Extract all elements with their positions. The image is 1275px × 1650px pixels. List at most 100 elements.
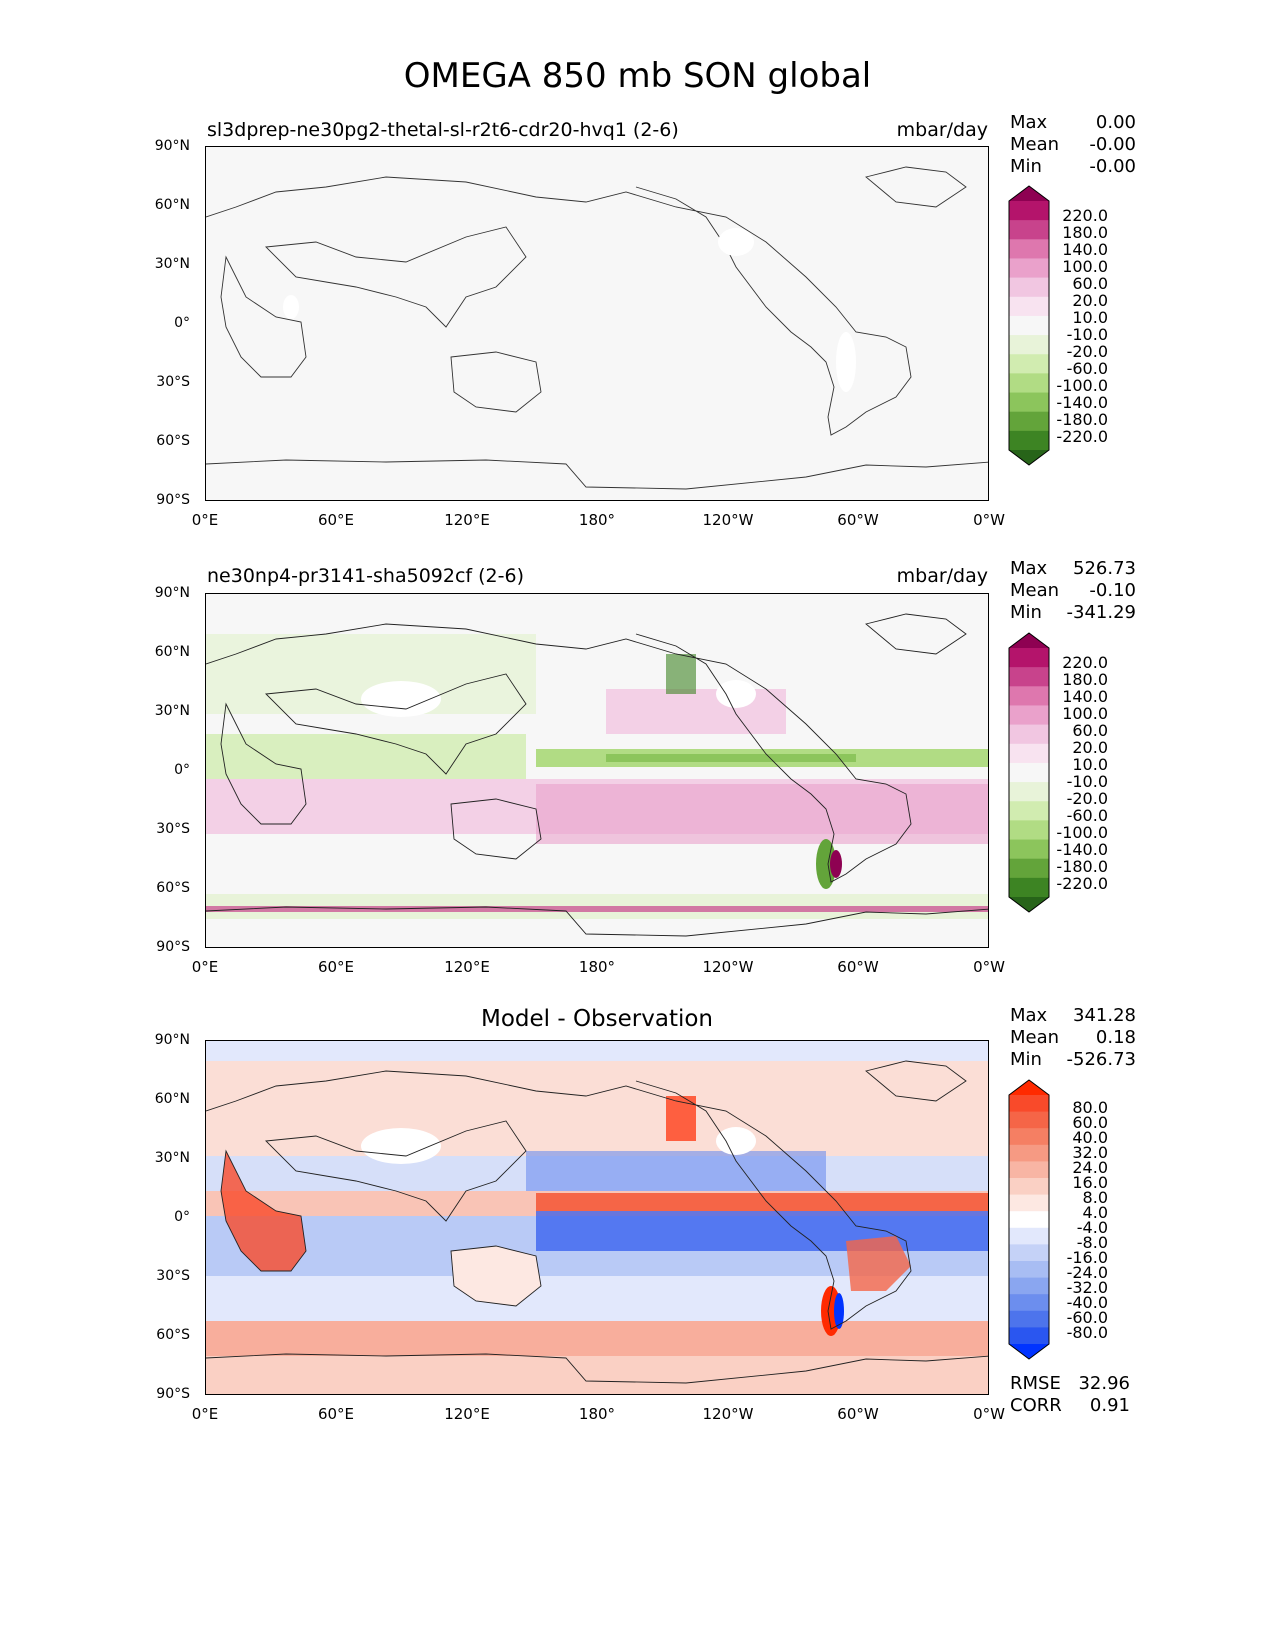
p3-xtick-60w: 60°W — [837, 1405, 879, 1423]
colorbar-segment — [1009, 335, 1049, 355]
colorbar-segment — [1009, 1261, 1049, 1279]
p3-xtick-120e: 120°E — [444, 1405, 490, 1423]
cb-label: -20.0 — [1066, 789, 1108, 808]
panel-1-map — [205, 146, 989, 501]
cb-label: 32.0 — [1072, 1143, 1108, 1162]
p1-xtick-60e: 60°E — [317, 511, 355, 529]
mean-label: Mean — [1010, 580, 1060, 601]
cb-label: 140.0 — [1062, 687, 1108, 706]
p1-ytick-30n: 30°N — [154, 256, 190, 272]
p1-ytick-60n: 60°N — [154, 197, 190, 213]
panel-2-units: mbar/day — [896, 565, 988, 587]
colorbar-segment — [1009, 373, 1049, 394]
colorbar-segment — [1009, 239, 1049, 259]
p1-xtick-0e: 0°E — [191, 511, 219, 529]
coastlines — [206, 166, 988, 490]
colorbar-segment — [1009, 1128, 1049, 1146]
cb-label: -24.0 — [1066, 1263, 1108, 1282]
panel-1-units: mbar/day — [896, 119, 988, 141]
p2-ytick-60s: 60°S — [156, 880, 190, 896]
mean-label: Mean — [1010, 134, 1060, 155]
small-blobs — [283, 228, 856, 392]
mean-value: 0.18 — [1095, 1027, 1136, 1048]
colorbar-segment — [1009, 1244, 1049, 1262]
p2-xtick-0e: 0°E — [191, 958, 219, 976]
cb-label: -10.0 — [1066, 325, 1108, 344]
max-label: Max — [1010, 112, 1048, 133]
p2-ytick-30s: 30°S — [156, 821, 190, 837]
colorbar-segment — [1009, 724, 1049, 745]
p3-ytick-90s: 90°S — [156, 1386, 190, 1402]
panel-1-stats: Max 0.00 Mean -0.00 Min -0.00 — [1010, 112, 1136, 178]
p2-ytick-60n: 60°N — [154, 644, 190, 660]
colorbar-segment — [1009, 1095, 1049, 1113]
p1-ytick-90n: 90°N — [154, 138, 190, 154]
cb-label: 60.0 — [1072, 1113, 1108, 1132]
p3-xtick-0w: 0°W — [973, 1405, 1005, 1423]
colorbar-segment — [1009, 1178, 1049, 1196]
colorbar-segment — [1009, 354, 1049, 374]
panel-2-title: ne30np4-pr3141-sha5092cf (2-6) — [207, 565, 525, 587]
cb-label: 140.0 — [1062, 240, 1108, 259]
panel-3-metrics: RMSE 32.96 CORR 0.91 — [1010, 1373, 1130, 1417]
colorbar-segment — [1009, 201, 1049, 221]
cb-label: -8.0 — [1076, 1233, 1108, 1252]
cb-label: -60.0 — [1066, 806, 1108, 825]
p1-ytick-0: 0° — [174, 315, 190, 331]
colorbar-segment — [1009, 1161, 1049, 1179]
min-label: Min — [1010, 602, 1042, 623]
colorbar-segment — [1009, 1111, 1049, 1129]
mean-value: -0.10 — [1089, 580, 1136, 601]
p3-ytick-90n: 90°N — [154, 1032, 190, 1048]
p1-ytick-90s: 90°S — [156, 492, 190, 508]
mean-label: Mean — [1010, 1027, 1060, 1048]
panel-2-colorbar-labels: 220.0 180.0 140.0 100.0 60.0 20.0 10.0 -… — [1042, 655, 1108, 892]
colorbar-segment — [1009, 315, 1049, 336]
colorbar-segment — [1009, 762, 1049, 783]
p3-xtick-60e: 60°E — [317, 1405, 355, 1423]
cb-label: 60.0 — [1072, 721, 1108, 740]
cb-label: 180.0 — [1062, 223, 1108, 242]
max-label: Max — [1010, 558, 1048, 579]
cb-label: -60.0 — [1066, 359, 1108, 378]
cb-label: 8.0 — [1082, 1188, 1108, 1207]
cb-label: 80.0 — [1072, 1098, 1108, 1117]
panel-3-colorbar-labels: 80.0 60.0 40.0 32.0 24.0 16.0 8.0 4.0 -4… — [1042, 1098, 1108, 1341]
corr-label: CORR — [1010, 1395, 1062, 1416]
panel-1-title: sl3dprep-ne30pg2-thetal-sl-r2t6-cdr20-hv… — [207, 119, 679, 141]
colorbar-segment — [1009, 1227, 1049, 1245]
cb-label: -20.0 — [1066, 342, 1108, 361]
cb-label: -140.0 — [1056, 393, 1108, 412]
colorbar-segment — [1009, 1294, 1049, 1312]
panel-1-colorbar-labels: 220.0 180.0 140.0 100.0 60.0 20.0 10.0 -… — [1042, 208, 1108, 445]
colorbar-segment — [1009, 839, 1049, 860]
max-value: 526.73 — [1073, 558, 1136, 579]
figure-title: OMEGA 850 mb SON global — [403, 56, 872, 96]
coastlines — [206, 1060, 988, 1384]
colorbar-outline — [1008, 1079, 1050, 1360]
max-value: 341.28 — [1073, 1005, 1136, 1026]
p2-ytick-90s: 90°S — [156, 939, 190, 955]
cb-label: -220.0 — [1056, 874, 1108, 893]
p1-xtick-120e: 120°E — [444, 511, 490, 529]
cb-label: 220.0 — [1062, 653, 1108, 672]
cb-label: 10.0 — [1072, 755, 1108, 774]
panel-3-map-svg — [206, 1041, 988, 1394]
corr-value: 0.91 — [1089, 1395, 1130, 1416]
cb-label: -60.0 — [1066, 1308, 1108, 1327]
p2-xtick-60e: 60°E — [317, 958, 355, 976]
cb-label: 16.0 — [1072, 1173, 1108, 1192]
colorbar-segment — [1009, 430, 1049, 451]
panel-2-stats: Max 526.73 Mean -0.10 Min -341.29 — [1010, 558, 1136, 624]
p2-xtick-120w: 120°W — [702, 958, 754, 976]
colorbar-segment — [1009, 277, 1049, 298]
panel-3-map — [205, 1040, 989, 1395]
cb-label: 220.0 — [1062, 206, 1108, 225]
min-value: -0.00 — [1089, 156, 1136, 177]
p2-xtick-120e: 120°E — [444, 958, 490, 976]
colorbar-segment — [1009, 392, 1049, 413]
colorbar-segment — [1009, 1310, 1049, 1328]
cb-label: 4.0 — [1082, 1203, 1108, 1222]
cb-label: -220.0 — [1056, 427, 1108, 446]
cb-label: 20.0 — [1072, 738, 1108, 757]
